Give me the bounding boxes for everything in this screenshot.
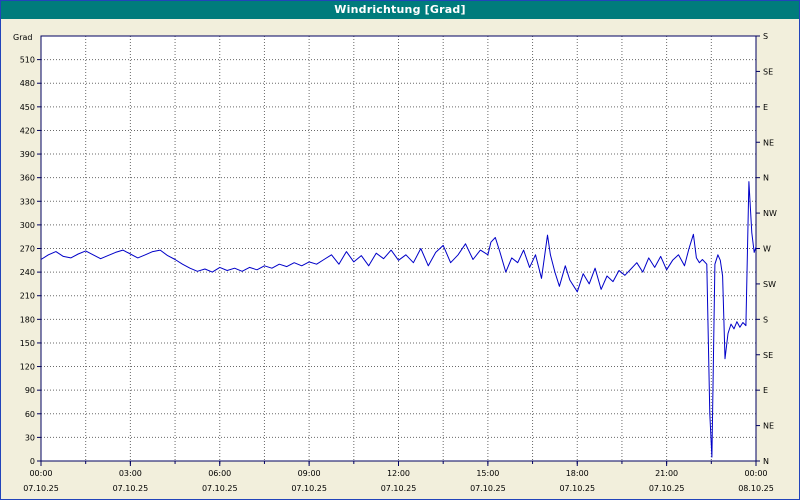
svg-text:07.10.25: 07.10.25 xyxy=(649,484,685,493)
svg-text:E: E xyxy=(763,386,768,395)
svg-text:390: 390 xyxy=(20,150,35,159)
wind-chart-svg: Grad 0 30 60 90 120 150 180 210 240 270 300 330 360 39… xyxy=(13,32,777,493)
svg-text:08.10.25: 08.10.25 xyxy=(738,484,774,493)
svg-text:N: N xyxy=(763,457,769,466)
y-axis-left: Grad 0 30 60 90 120 150 180 210 240 270 300 330 360 39… xyxy=(13,33,41,466)
svg-text:07.10.25: 07.10.25 xyxy=(202,484,238,493)
svg-text:03:00: 03:00 xyxy=(119,469,142,478)
svg-text:S: S xyxy=(763,32,768,41)
svg-text:270: 270 xyxy=(20,245,35,254)
svg-text:07.10.25: 07.10.25 xyxy=(113,484,149,493)
svg-text:07.10.25: 07.10.25 xyxy=(291,484,327,493)
svg-text:W: W xyxy=(763,245,771,254)
svg-text:SE: SE xyxy=(763,351,773,360)
svg-text:240: 240 xyxy=(20,268,35,277)
svg-text:510: 510 xyxy=(20,56,35,65)
svg-text:450: 450 xyxy=(20,103,35,112)
gridlines xyxy=(41,36,756,461)
svg-text:480: 480 xyxy=(20,79,35,88)
svg-text:00:00: 00:00 xyxy=(29,469,52,478)
y-axis-right: S SE E NE N NW W SW S SE E NE N xyxy=(756,32,777,466)
svg-text:0: 0 xyxy=(30,457,35,466)
series-line xyxy=(40,181,757,458)
svg-text:30: 30 xyxy=(25,433,35,442)
svg-text:07.10.25: 07.10.25 xyxy=(470,484,506,493)
svg-text:15:00: 15:00 xyxy=(476,469,499,478)
svg-text:330: 330 xyxy=(20,197,35,206)
svg-text:07.10.25: 07.10.25 xyxy=(559,484,595,493)
svg-text:420: 420 xyxy=(20,126,35,135)
svg-text:S: S xyxy=(763,315,768,324)
svg-text:Grad: Grad xyxy=(13,33,32,42)
svg-text:E: E xyxy=(763,103,768,112)
chart-title: Windrichtung [Grad] xyxy=(334,3,466,16)
svg-text:60: 60 xyxy=(25,410,35,419)
svg-text:210: 210 xyxy=(20,292,35,301)
x-axis: 00:00 07.10.25 03:00 07.10.25 06:00 07.10.25 0… xyxy=(23,461,774,493)
svg-text:180: 180 xyxy=(20,315,35,324)
svg-text:SE: SE xyxy=(763,67,773,76)
svg-text:06:00: 06:00 xyxy=(208,469,231,478)
svg-text:360: 360 xyxy=(20,174,35,183)
svg-text:21:00: 21:00 xyxy=(655,469,678,478)
svg-text:07.10.25: 07.10.25 xyxy=(381,484,417,493)
svg-text:NE: NE xyxy=(763,422,774,431)
svg-text:NE: NE xyxy=(763,138,774,147)
svg-text:12:00: 12:00 xyxy=(387,469,410,478)
svg-text:07.10.25: 07.10.25 xyxy=(23,484,59,493)
title-bar: Windrichtung [Grad] xyxy=(1,1,799,19)
svg-text:09:00: 09:00 xyxy=(298,469,321,478)
svg-text:18:00: 18:00 xyxy=(566,469,589,478)
svg-text:SW: SW xyxy=(763,280,776,289)
svg-text:NW: NW xyxy=(763,209,777,218)
svg-text:00:00: 00:00 xyxy=(744,469,767,478)
svg-text:300: 300 xyxy=(20,221,35,230)
svg-text:120: 120 xyxy=(20,363,35,372)
svg-text:150: 150 xyxy=(20,339,35,348)
svg-text:90: 90 xyxy=(25,386,35,395)
svg-text:N: N xyxy=(763,174,769,183)
